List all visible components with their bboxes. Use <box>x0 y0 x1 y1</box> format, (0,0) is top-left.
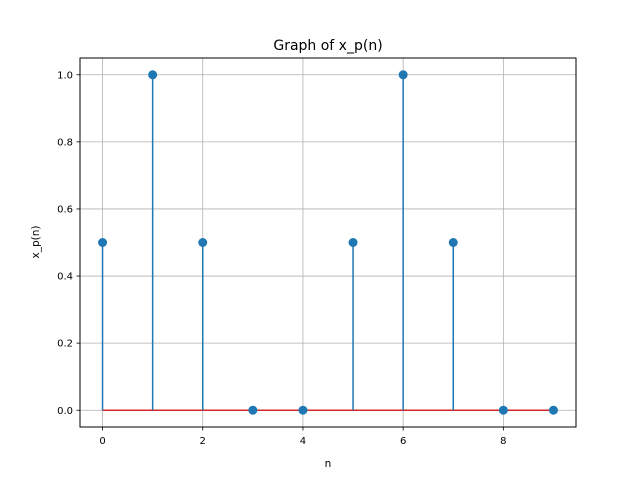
stem-marker <box>298 405 308 415</box>
stem-marker <box>398 70 408 80</box>
stem-marker <box>248 405 258 415</box>
stem-markers <box>98 70 558 415</box>
stem-marker <box>348 238 358 247</box>
stem-marker <box>148 70 158 80</box>
x-tick-label: 2 <box>200 436 206 447</box>
stem-marker <box>548 405 558 415</box>
x-axis-label: n <box>325 458 332 470</box>
y-axis-ticks: 0.0 0.2 0.4 0.6 0.8 1.0 <box>57 70 80 417</box>
stem-marker <box>498 405 508 415</box>
x-tick-label: 8 <box>500 436 506 447</box>
stem-marker <box>98 238 108 247</box>
y-tick-label: 1.0 <box>57 70 73 81</box>
chart-title: Graph of x_p(n) <box>273 38 382 54</box>
y-tick-label: 0.0 <box>57 406 73 417</box>
x-tick-label: 0 <box>99 436 105 447</box>
y-axis-label: x_p(n) <box>30 226 42 259</box>
x-tick-label: 6 <box>400 436 406 447</box>
stem-lines <box>101 74 455 411</box>
stem-marker <box>198 238 208 247</box>
y-tick-label: 0.6 <box>57 205 73 216</box>
stem-marker <box>448 238 458 247</box>
plot-frame <box>79 57 577 428</box>
y-tick-label: 0.8 <box>57 137 73 148</box>
y-tick-label: 0.4 <box>57 272 73 283</box>
x-axis-ticks: 0 2 4 6 8 <box>99 427 507 447</box>
y-tick-label: 0.2 <box>57 339 73 350</box>
x-tick-label: 4 <box>300 436 306 447</box>
